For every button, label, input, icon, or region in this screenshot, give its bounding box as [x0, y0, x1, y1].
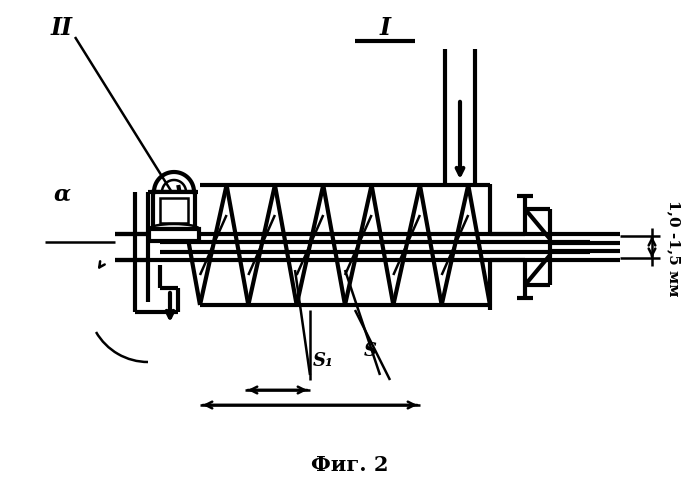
- Text: α: α: [53, 183, 71, 206]
- Text: S: S: [363, 341, 377, 359]
- Bar: [149, 229, 199, 242]
- Text: II: II: [51, 16, 73, 40]
- Text: 1,0 -1,5 мм: 1,0 -1,5 мм: [667, 199, 681, 296]
- Text: I: I: [380, 16, 391, 40]
- Bar: [160, 198, 188, 224]
- Bar: [153, 193, 195, 229]
- Text: Фиг. 2: Фиг. 2: [311, 454, 389, 474]
- Text: S₁: S₁: [312, 351, 333, 369]
